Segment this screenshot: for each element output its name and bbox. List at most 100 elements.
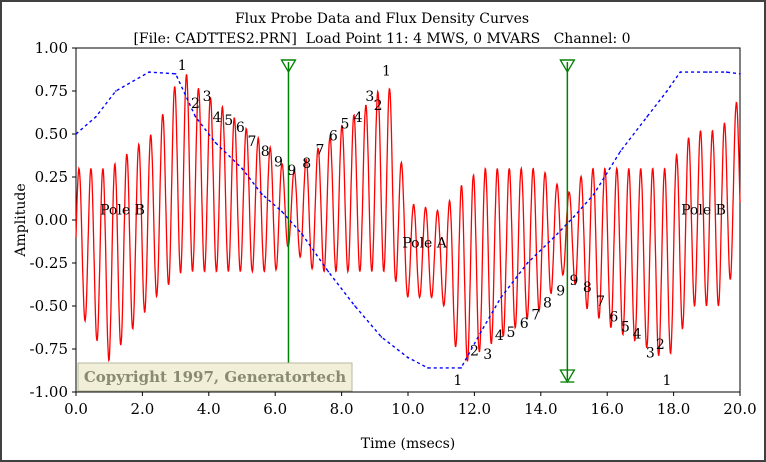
- annotation-label: 6: [609, 309, 618, 325]
- annotation-label: 2: [191, 96, 200, 112]
- annotation-label: 2: [374, 98, 383, 114]
- annotation-label: 7: [596, 294, 605, 310]
- y-tick-label: -0.25: [30, 254, 68, 272]
- annotation-label: 3: [483, 347, 492, 363]
- x-tick-label: 12.0: [458, 400, 491, 418]
- chart-title: Flux Probe Data and Flux Density Curves: [235, 11, 529, 27]
- flux-density-point: [666, 90, 668, 92]
- flux-density-point: [354, 305, 356, 307]
- flux-density-point: [380, 336, 383, 338]
- flux-density-point: [115, 90, 117, 92]
- annotation-label: 5: [621, 320, 630, 336]
- x-axis: 0.0 2.0 4.0 6.0 8.0 10.0 12.0 14.0 16.0 18.0 20.0: [64, 392, 757, 418]
- x-tick-label: 6.0: [263, 400, 287, 418]
- flux-density-point: [194, 116, 197, 118]
- flux-density-point: [214, 141, 217, 144]
- y-tick-label: 0.50: [35, 125, 68, 143]
- annotation-label: 9: [556, 284, 565, 300]
- plot-area: [75, 47, 741, 393]
- x-tick-label: 0.0: [64, 400, 88, 418]
- x-tick-label: 8.0: [330, 400, 354, 418]
- y-tick-label: -0.75: [30, 340, 68, 358]
- y-tick-label: 0.25: [35, 168, 68, 186]
- flux-density-point: [646, 116, 648, 118]
- annotation-label: 7: [316, 142, 325, 158]
- flux-density-point: [573, 215, 575, 218]
- copyright-box: Copyright 1997, Generatortech: [77, 362, 353, 392]
- annotation-label: 2: [470, 344, 479, 360]
- flux-density-point: [95, 116, 97, 118]
- flux-density-point: [407, 356, 409, 359]
- copyright-text: Copyright 1997, Generatortech: [84, 368, 346, 386]
- annotation-label: 4: [354, 110, 363, 126]
- annotation-label: 7: [247, 134, 256, 150]
- x-tick-label: 10.0: [391, 400, 424, 418]
- cursor-bottom-handle[interactable]: [559, 369, 576, 384]
- copyright-background: [77, 362, 353, 392]
- annotation-label: 5: [506, 325, 515, 341]
- y-axis-label: Amplitude: [13, 183, 29, 257]
- annotation-label: 5: [224, 113, 233, 129]
- flux-density-point: [241, 167, 243, 170]
- flux-density-point: [281, 210, 283, 213]
- annotation-label: 8: [543, 296, 552, 312]
- x-tick-label: 16.0: [590, 400, 623, 418]
- flux-density-point: [427, 367, 429, 369]
- series-group: [75, 71, 741, 369]
- flux-density-point: [460, 367, 462, 369]
- flux-density-point: [300, 232, 303, 235]
- annotation-label: 9: [274, 155, 283, 171]
- y-tick-label: -0.50: [30, 297, 68, 315]
- chart-subtitle: [File: CADTTES2.PRN] Load Point 11: 4 MW…: [133, 31, 630, 47]
- annotation-label: 8: [302, 156, 311, 172]
- flux-density-point: [725, 71, 728, 73]
- annotation-label: 3: [646, 345, 655, 361]
- annotation-label: 8: [583, 280, 592, 296]
- annotation-label: 1: [662, 373, 671, 389]
- flux-density-point: [327, 270, 330, 273]
- flux-density-point: [619, 150, 622, 152]
- flux-density-point: [261, 193, 263, 195]
- flux-density-point: [679, 71, 682, 73]
- x-tick-label: 20.0: [723, 400, 756, 418]
- annotation-label: 3: [365, 89, 374, 105]
- y-tick-label: 0.75: [35, 82, 68, 100]
- flux-density-point: [500, 296, 502, 299]
- x-tick-label: 18.0: [657, 400, 690, 418]
- flux-density-point: [75, 133, 77, 135]
- y-tick-label: 1.00: [35, 39, 68, 57]
- series-flux-density-line: [75, 71, 741, 369]
- flux-density-point: [526, 262, 529, 264]
- annotation-label: 9: [570, 273, 579, 289]
- annotation-label: 6: [329, 129, 338, 145]
- flux-density-point: [553, 236, 555, 238]
- y-tick-label: -1.00: [30, 383, 68, 401]
- x-axis-label: Time (msecs): [361, 436, 456, 452]
- flux-density-point: [148, 71, 150, 73]
- annotation-label: 4: [213, 110, 222, 126]
- annotation-label: 1: [382, 63, 391, 79]
- annotation-label: Pole B: [681, 203, 726, 219]
- annotation-label: 7: [531, 308, 540, 324]
- annotation-label: Pole B: [100, 203, 145, 219]
- annotation-label: 9: [287, 163, 296, 179]
- annotation-label: 4: [633, 327, 642, 343]
- annotation-label: 3: [203, 89, 212, 105]
- flux-density-point: [706, 71, 708, 73]
- annotation-label: 8: [261, 144, 270, 160]
- annotation-label: 1: [453, 373, 462, 389]
- annotation-label: 1: [178, 58, 187, 74]
- x-tick-label: 4.0: [197, 400, 221, 418]
- annotation-label: Pole A: [402, 235, 447, 251]
- annotation-label: 6: [236, 120, 245, 136]
- annotation-label: 6: [520, 316, 529, 332]
- x-tick-label: 2.0: [130, 400, 154, 418]
- annotation-label: 5: [340, 117, 349, 133]
- annotation-label: 2: [656, 337, 665, 353]
- flux-density-point: [593, 193, 595, 195]
- series-flux-probe-line: [75, 74, 741, 363]
- y-tick-label: 0.00: [35, 211, 68, 229]
